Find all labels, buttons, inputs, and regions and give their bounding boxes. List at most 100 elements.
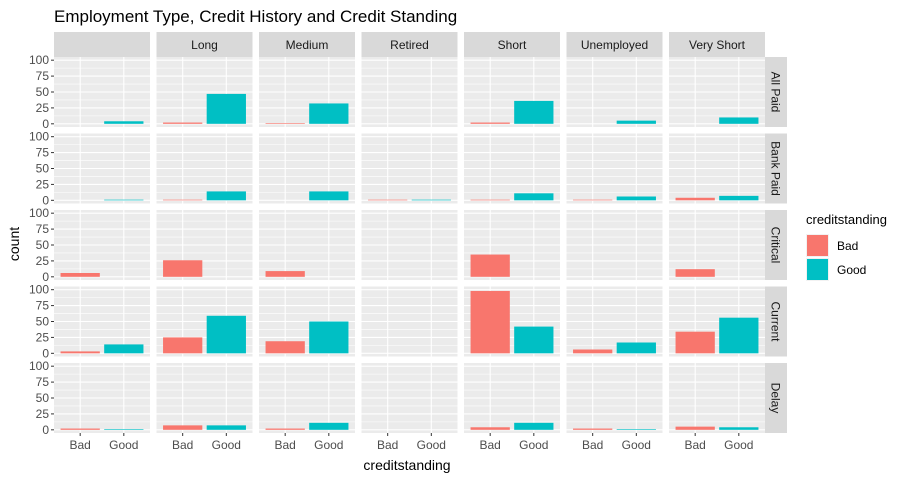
y-tick-label: 25 <box>36 330 50 344</box>
row-strip-background <box>765 57 787 127</box>
bar-good-bank-paid-short <box>514 193 554 201</box>
legend-label: Bad <box>837 239 858 253</box>
col-strip-short: Short <box>464 32 560 57</box>
y-tick-label: 100 <box>29 283 49 297</box>
bar-good-bank-paid-unemployed <box>616 196 656 201</box>
y-tick-label: 25 <box>36 101 50 115</box>
col-strip-background <box>156 32 253 57</box>
col-strip-background <box>464 32 560 57</box>
bar-good-delay-very-short <box>719 427 759 430</box>
bar-bad-bank-paid-very-short <box>675 197 715 201</box>
panel-bank-paid-unemployed <box>566 133 663 204</box>
row-strip-background <box>765 210 787 280</box>
bar-good-delay-short <box>514 422 554 430</box>
y-tick-label: 0 <box>42 193 49 207</box>
x-axis-title: creditstanding <box>363 457 450 473</box>
panel-all-paid-short <box>464 57 560 127</box>
x-tick-label: Good <box>314 438 343 452</box>
bar-good-current-medium <box>309 321 349 354</box>
bar-bad-delay-medium <box>265 428 305 430</box>
panel-bank-paid-long <box>156 133 253 204</box>
x-tick-label: Good <box>212 438 241 452</box>
panel-current-very-short <box>669 286 765 357</box>
y-tick-label: 50 <box>36 85 50 99</box>
legend-item-good: Good <box>806 258 866 281</box>
panel-all-paid-medium <box>259 57 355 127</box>
bar-good-bank-paid-medium <box>309 191 349 201</box>
bar-good-all-paid-short <box>514 100 554 124</box>
row-strip-current: Current <box>765 286 787 357</box>
panel-current-short <box>464 286 560 357</box>
col-strip-label: Unemployed <box>581 38 648 52</box>
panel-bank-paid-retired <box>361 133 458 204</box>
x-tick-label: Bad <box>172 438 193 452</box>
y-tick-label: 0 <box>42 423 49 437</box>
bar-good-current-long <box>206 315 246 354</box>
panel-current-retired <box>361 286 458 357</box>
col-strip-unemployed: Unemployed <box>566 32 663 57</box>
bar-good-all-paid-unemployed <box>616 120 656 124</box>
bar-bad-current-medium <box>265 341 305 354</box>
bar-good-bank-paid-blank <box>104 199 144 201</box>
panel-bank-paid-short <box>464 133 560 204</box>
panel-critical-retired <box>361 210 458 280</box>
bar-bad-all-paid-medium <box>265 123 305 124</box>
x-tick-label: Bad <box>685 438 706 452</box>
y-tick-label: 50 <box>36 391 50 405</box>
panel-delay-unemployed: Bad Good <box>566 363 663 452</box>
y-tick-label: 75 <box>36 69 50 83</box>
col-strip-retired: Retired <box>361 32 458 57</box>
panel-delay-retired: Bad Good <box>361 363 458 452</box>
panel-current-medium <box>259 286 355 357</box>
row-strip-label: All Paid <box>769 72 783 113</box>
bar-good-all-paid-long <box>206 93 246 124</box>
bar-good-bank-paid-long <box>206 191 246 201</box>
panel-delay-blank: 0 25 50 75 100 Bad Good <box>29 359 150 452</box>
row-strip-background <box>765 363 787 433</box>
bar-bad-bank-paid-short <box>470 199 510 201</box>
col-strip-label: Short <box>498 38 527 52</box>
x-tick-label: Bad <box>377 438 398 452</box>
panel-critical-medium <box>259 210 355 280</box>
x-tick-label: Bad <box>275 438 296 452</box>
bar-bad-delay-unemployed <box>573 428 613 430</box>
row-strip-bank-paid: Bank Paid <box>765 133 787 204</box>
bar-bad-critical-long <box>163 260 203 277</box>
y-tick-label: 0 <box>42 346 49 360</box>
bar-good-bank-paid-retired <box>411 199 451 201</box>
panel-all-paid-unemployed <box>566 57 663 127</box>
bar-bad-critical-blank <box>60 273 100 277</box>
y-tick-label: 100 <box>29 206 49 220</box>
y-tick-label: 75 <box>36 146 50 160</box>
col-strip-background <box>566 32 663 57</box>
col-strip-long: Long <box>156 32 253 57</box>
panel-bank-paid-medium <box>259 133 355 204</box>
bar-good-all-paid-very-short <box>719 117 759 124</box>
col-strip-blank <box>54 32 150 57</box>
bar-bad-bank-paid-unemployed <box>573 199 613 201</box>
col-strip-label: Retired <box>390 38 429 52</box>
row-strip-background <box>765 133 787 204</box>
bar-bad-critical-very-short <box>675 269 715 277</box>
col-strip-background <box>669 32 765 57</box>
panel-critical-short <box>464 210 560 280</box>
facet-panels: Long Medium Retired Short Unemployed Very Sho… <box>29 32 787 452</box>
col-strip-label: Long <box>191 38 218 52</box>
row-strip-label: Delay <box>769 383 783 414</box>
row-strip-delay: Delay <box>765 363 787 433</box>
bar-bad-critical-medium <box>265 271 305 277</box>
y-tick-label: 100 <box>29 130 49 144</box>
bar-bad-delay-short <box>470 427 510 430</box>
bar-bad-all-paid-short <box>470 122 510 124</box>
bar-good-all-paid-blank <box>104 121 144 124</box>
y-tick-label: 25 <box>36 177 50 191</box>
panel-delay-short: Bad Good <box>464 363 560 452</box>
row-strip-background <box>765 286 787 357</box>
x-tick-label: Good <box>109 438 138 452</box>
panel-critical-long <box>156 210 253 280</box>
panel-all-paid-blank: 0 25 50 75 100 <box>29 53 150 131</box>
panel-current-unemployed <box>566 286 663 357</box>
y-tick-label: 50 <box>36 238 50 252</box>
col-strip-medium: Medium <box>259 32 355 57</box>
col-strip-background <box>54 32 150 57</box>
